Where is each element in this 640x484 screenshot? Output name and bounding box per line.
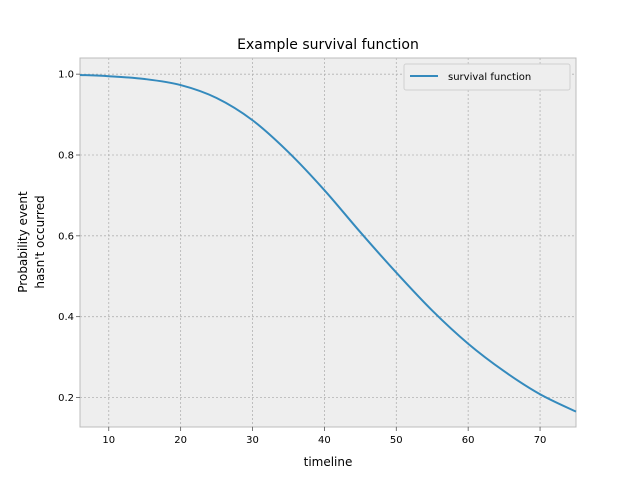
y-tick-label: 0.4 [58, 312, 74, 323]
y-tick-label: 0.2 [58, 393, 74, 404]
x-axis: 10 20 30 40 50 60 70 [102, 427, 546, 446]
legend-label: survival function [448, 72, 531, 83]
plot-frame [79, 57, 577, 428]
x-tick-label: 70 [534, 435, 547, 446]
x-tick-label: 50 [390, 435, 403, 446]
legend-box [403, 63, 571, 91]
y-axis: 0.2 0.4 0.6 0.8 1.0 [58, 70, 80, 404]
y-tick-label: 0.8 [58, 150, 74, 161]
y-axis-title-line-2: hasn't occurred [33, 195, 47, 288]
y-axis-title-line-1: Probability event [16, 191, 30, 293]
x-axis-title: timeline [304, 455, 353, 469]
x-tick-label: 30 [246, 435, 259, 446]
chart-title: Example survival function [237, 37, 419, 53]
x-tick-label: 40 [318, 435, 331, 446]
x-tick-label: 60 [462, 435, 475, 446]
grid [80, 58, 576, 427]
y-tick-label: 0.6 [58, 231, 74, 242]
legend: survival function [403, 63, 571, 91]
x-tick-label: 10 [102, 435, 115, 446]
plot-area [80, 58, 576, 427]
series [79, 73, 577, 413]
series-line-survival-function [79, 73, 577, 413]
y-axis-title: Probability event hasn't occurred [16, 191, 47, 293]
x-tick-label: 20 [174, 435, 187, 446]
y-tick-label: 1.0 [58, 70, 74, 81]
